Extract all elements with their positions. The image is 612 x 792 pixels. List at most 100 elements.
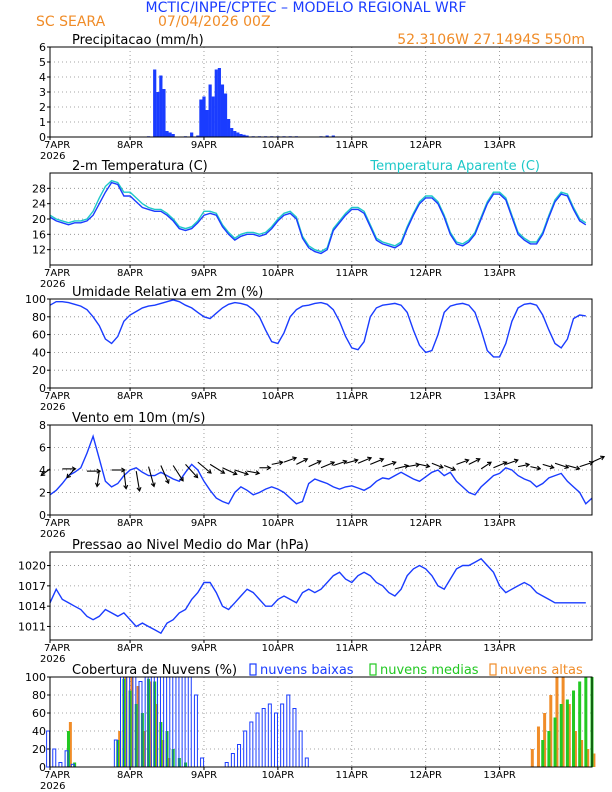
x-tick-label: 8APR	[117, 643, 143, 654]
x-tick-label: 8APR	[117, 391, 143, 402]
wind-vector	[271, 461, 283, 465]
y-tick-label: 20	[32, 743, 46, 756]
cloud-bar-high	[567, 704, 571, 767]
x-tick-label: 9APR	[191, 518, 217, 529]
cloud-bar-low	[298, 730, 303, 768]
precip-bar	[205, 110, 209, 137]
cloud-bar-low	[224, 762, 229, 768]
wind-vector	[209, 463, 225, 474]
x-year-label: 2026	[40, 151, 65, 162]
wind-vector	[517, 463, 530, 468]
cloud-bar-low	[261, 708, 266, 768]
cloud-bar-low	[52, 748, 57, 768]
x-tick-label: 8APR	[117, 518, 143, 529]
precip-bar	[196, 135, 200, 137]
series-line-temp-1	[49, 179, 587, 253]
wind-vector	[246, 470, 260, 474]
precip-bar	[199, 99, 203, 137]
precip-bar	[331, 135, 335, 137]
x-tick-label: 11APR	[336, 518, 369, 529]
wind-vector	[382, 461, 396, 468]
x-tick-label: 10APR	[262, 518, 295, 529]
panel-frame	[49, 172, 593, 266]
wind-vector-head	[502, 461, 508, 466]
x-tick-label: 13APR	[483, 268, 516, 279]
wind-vector	[96, 471, 100, 487]
y-tick-label: 16	[32, 228, 46, 241]
x-tick-label: 11APR	[336, 770, 369, 781]
cloud-bar-high	[142, 731, 146, 767]
x-tick-label: 10APR	[262, 268, 295, 279]
panel-precip: 0 1 2 3 4 5 6 7APR 8APR 9APR 10APR 11APR 12APR 13APR 2…	[39, 33, 593, 162]
x-year-label: 2026	[40, 654, 65, 665]
wind-vector-head	[487, 461, 492, 467]
x-tick-label: 7APR	[44, 643, 70, 654]
cloud-bar-low	[144, 676, 149, 768]
wind-vector	[419, 463, 430, 468]
header-run: 07/04/2026 00Z	[158, 14, 271, 30]
wind-vector-head	[278, 460, 284, 466]
cloud-bar-high	[555, 677, 559, 767]
cloud-bar-low	[304, 757, 309, 768]
wind-vector-head	[303, 458, 309, 463]
cloud-bar-high	[580, 740, 584, 767]
x-tick-label: 13APR	[483, 140, 516, 151]
y-tick-label: 80	[32, 689, 46, 702]
y-tick-label: 0	[39, 509, 46, 522]
x-tick-label: 7APR	[44, 268, 70, 279]
cloud-bar-mid	[565, 699, 569, 767]
y-tick-label: 2	[39, 101, 46, 114]
wind-vector-head	[404, 463, 410, 469]
panel-title: 2-m Temperatura (C)	[72, 159, 208, 174]
panel-rh: 0 20 40 60 80 100 7APR 8APR 9APR 10APR 11APR 12APR 1…	[25, 285, 593, 413]
wind-vector-head	[549, 464, 555, 470]
wind-vector-head	[243, 471, 249, 476]
wind-vector	[357, 457, 372, 464]
precip-bar	[156, 92, 160, 137]
wind-vector	[431, 462, 444, 469]
wind-vector-head	[40, 471, 46, 477]
x-tick-label: 9APR	[191, 140, 217, 151]
wind-vector-head	[66, 473, 71, 479]
cloud-bar-high	[549, 695, 553, 767]
y-tick-label: 4	[39, 464, 46, 477]
precip-bar	[211, 96, 215, 137]
cloud-bar-low	[237, 744, 242, 768]
panel-title: Vento em 10m (m/s)	[72, 411, 205, 426]
precip-bar	[233, 131, 237, 137]
x-tick-label: 7APR	[44, 770, 70, 781]
wind-vector-head	[96, 468, 102, 474]
legend-swatch	[249, 663, 257, 676]
wind-vector	[135, 471, 141, 492]
wind-vector	[493, 461, 507, 469]
wind-vector	[222, 467, 237, 475]
cloud-bar-low	[187, 676, 192, 768]
precip-bar	[236, 132, 240, 137]
cloud-bar-high	[573, 731, 577, 767]
precip-bar	[168, 132, 172, 137]
cloud-bar-mid	[584, 677, 588, 767]
x-tick-label: 11APR	[336, 643, 369, 654]
wind-vector	[370, 458, 384, 465]
wind-vector	[443, 464, 456, 471]
cloud-bar-low	[181, 676, 186, 768]
wind-vector-head	[95, 482, 101, 488]
wind-vector-head	[220, 469, 226, 474]
cloud-bar-low	[255, 712, 260, 768]
cloud-bar-high	[167, 758, 171, 767]
y-tick-label: 100	[25, 671, 46, 684]
x-tick-label: 12APR	[409, 770, 442, 781]
cloud-bar-low	[113, 739, 118, 768]
wind-vector-head	[475, 458, 481, 463]
cloud-bar-mid	[547, 731, 551, 767]
cloud-bar-low	[286, 694, 291, 768]
wind-vector	[345, 459, 358, 464]
x-tick-label: 13APR	[483, 391, 516, 402]
cloud-bar-low	[243, 730, 248, 768]
precip-bar	[220, 84, 225, 137]
precip-bar	[227, 119, 231, 137]
x-tick-label: 9APR	[191, 391, 217, 402]
wind-vector	[283, 457, 297, 463]
